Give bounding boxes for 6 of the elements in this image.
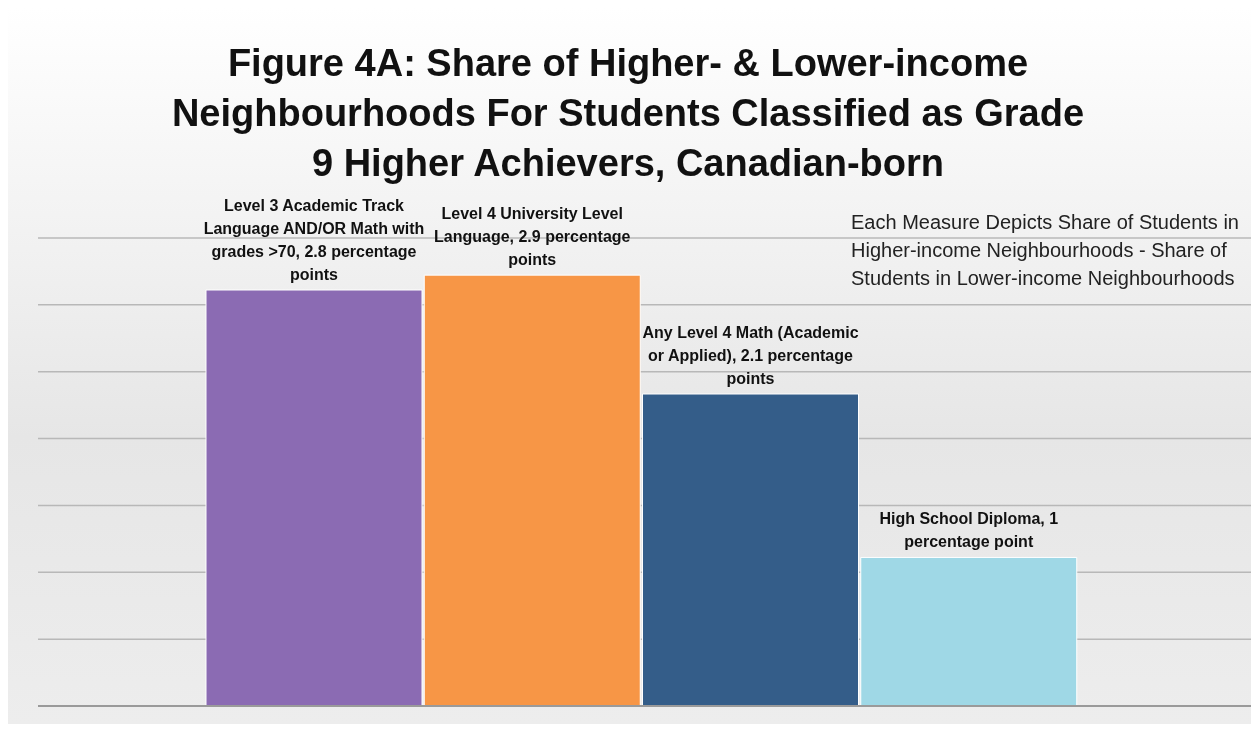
data-label: Any Level 4 Math (Academic or Applied), 2.1 percentage points <box>641 323 860 389</box>
data-label: High School Diploma, 1 percentage point <box>878 509 1060 553</box>
annotation: Each Measure Depicts Share of Students in Higher-income Neighbourhoods - Share of Students in Lower-income Neighbourhoods <box>851 210 1240 291</box>
data-label: Level 3 Academic Track Language AND/OR Math with grades >70, 2.8 percentage points <box>202 196 426 285</box>
chart-title: Figure 4A: Share of Higher- & Lower-income Neighbourhoods For Students Classified as Grade 9 Higher Achievers, Canadian-born <box>170 41 1086 186</box>
data-label: Level 4 University Level Language, 2.9 percentage points <box>433 205 631 269</box>
